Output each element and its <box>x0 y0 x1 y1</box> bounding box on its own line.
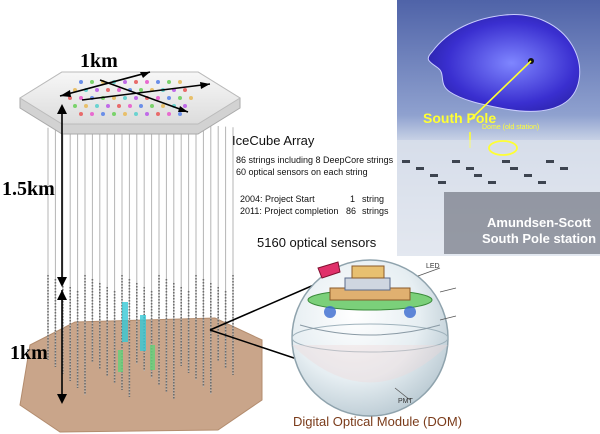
dome-marker <box>488 140 518 156</box>
dome-label: Dome (old station) <box>482 124 540 131</box>
timeline-year: 2011: <box>240 206 262 216</box>
timeline-year: 2004: <box>240 194 263 204</box>
station-building <box>510 167 518 170</box>
array-depth-label: 1km <box>10 342 48 364</box>
station-building <box>560 167 568 170</box>
surface-station-dot <box>156 112 160 116</box>
surface-station-dot <box>112 112 116 116</box>
surface-station-dot <box>156 80 160 84</box>
strings-info: 86 strings including 8 DeepCore strings <box>236 155 394 165</box>
station-building <box>488 181 496 184</box>
surface-station-dot <box>134 80 138 84</box>
station-building <box>546 160 554 163</box>
station-building <box>502 160 510 163</box>
timeline-unit: string <box>362 194 385 204</box>
surface-station-dot <box>112 96 116 100</box>
detector-strings <box>47 120 234 399</box>
surface-station-dot <box>161 104 165 108</box>
led-label: LED <box>426 263 440 270</box>
surface-station-dot <box>106 104 110 108</box>
pmt-label: PMT <box>398 398 413 405</box>
station-building <box>402 160 410 163</box>
timeline-unit: strings <box>362 206 389 216</box>
surface-station-dot <box>117 88 121 92</box>
surface-station-dot <box>79 80 83 84</box>
timeline-event: Project Start <box>265 194 315 204</box>
ice-depth-label: 1.5km <box>2 178 55 200</box>
south-pole-label: South Pole <box>423 110 497 126</box>
surface-station-dot <box>156 96 160 100</box>
surface-station-dot <box>134 112 138 116</box>
station-building <box>438 181 446 184</box>
surface-station-dot <box>167 80 171 84</box>
surface-station-dot <box>128 104 132 108</box>
surface-station-dots <box>68 80 193 116</box>
surface-station-dot <box>167 96 171 100</box>
surface-station-dot <box>178 80 182 84</box>
surface-station-dot <box>123 80 127 84</box>
timeline-count: 1 <box>350 194 356 204</box>
penetrator-connector <box>317 261 341 279</box>
surface-station-dot <box>106 88 110 92</box>
surface-scale-arrows <box>59 71 211 113</box>
station-building <box>416 167 424 170</box>
station-building <box>538 181 546 184</box>
surface-station-dot <box>123 112 127 116</box>
surface-station-dot <box>95 104 99 108</box>
surface-station-dot <box>84 104 88 108</box>
surface-station-dot <box>150 104 154 108</box>
timeline-event: Project completion <box>264 206 339 216</box>
surface-station-dot <box>73 104 77 108</box>
surface-station-dot <box>101 112 105 116</box>
station-caption-line2: South Pole station <box>481 231 597 246</box>
surface-station-dot <box>134 96 138 100</box>
surface-station-dot <box>183 104 187 108</box>
station-caption: Amundsen-Scott South Pole station <box>478 215 600 247</box>
surface-station-dot <box>183 88 187 92</box>
dom-caption: Digital Optical Module (DOM) <box>293 414 463 429</box>
timeline-count: 86 <box>346 206 357 216</box>
total-sensors-label: 5160 optical sensors <box>257 235 377 250</box>
ice-surface-top <box>19 71 241 125</box>
surface-station-dot <box>178 96 182 100</box>
station-building <box>452 160 460 163</box>
south-pole-photo <box>397 0 600 256</box>
antarctica-map <box>427 14 581 112</box>
surface-station-dot <box>117 104 121 108</box>
dom-module <box>291 259 457 417</box>
array-title: IceCube Array <box>232 133 315 148</box>
station-building <box>524 174 532 177</box>
station-building <box>474 174 482 177</box>
station-buildings <box>402 160 568 184</box>
surface-station-dot <box>139 88 143 92</box>
surface-station-dot <box>189 96 193 100</box>
surface-station-dot <box>90 80 94 84</box>
surface-station-dot <box>178 112 182 116</box>
surface-station-dot <box>145 80 149 84</box>
station-building <box>430 174 438 177</box>
timeline-row: 2011: Project completion 86 strings <box>240 206 400 217</box>
surface-station-dot <box>123 96 127 100</box>
surface-station-dot <box>79 96 83 100</box>
sensors-per-string-info: 60 optical sensors on each string <box>236 167 368 177</box>
surface-station-dot <box>139 104 143 108</box>
surface-station-dot <box>95 88 99 92</box>
station-caption-line1: Amundsen-Scott <box>487 215 591 230</box>
surface-station-dot <box>145 112 149 116</box>
surface-station-dot <box>79 112 83 116</box>
station-building <box>466 167 474 170</box>
surface-scale-label: 1km <box>80 50 118 72</box>
surface-station-dot <box>167 112 171 116</box>
surface-station-dot <box>90 112 94 116</box>
deepcore-region <box>118 302 155 372</box>
timeline-row: 2004: Project Start 1 string <box>240 194 400 205</box>
